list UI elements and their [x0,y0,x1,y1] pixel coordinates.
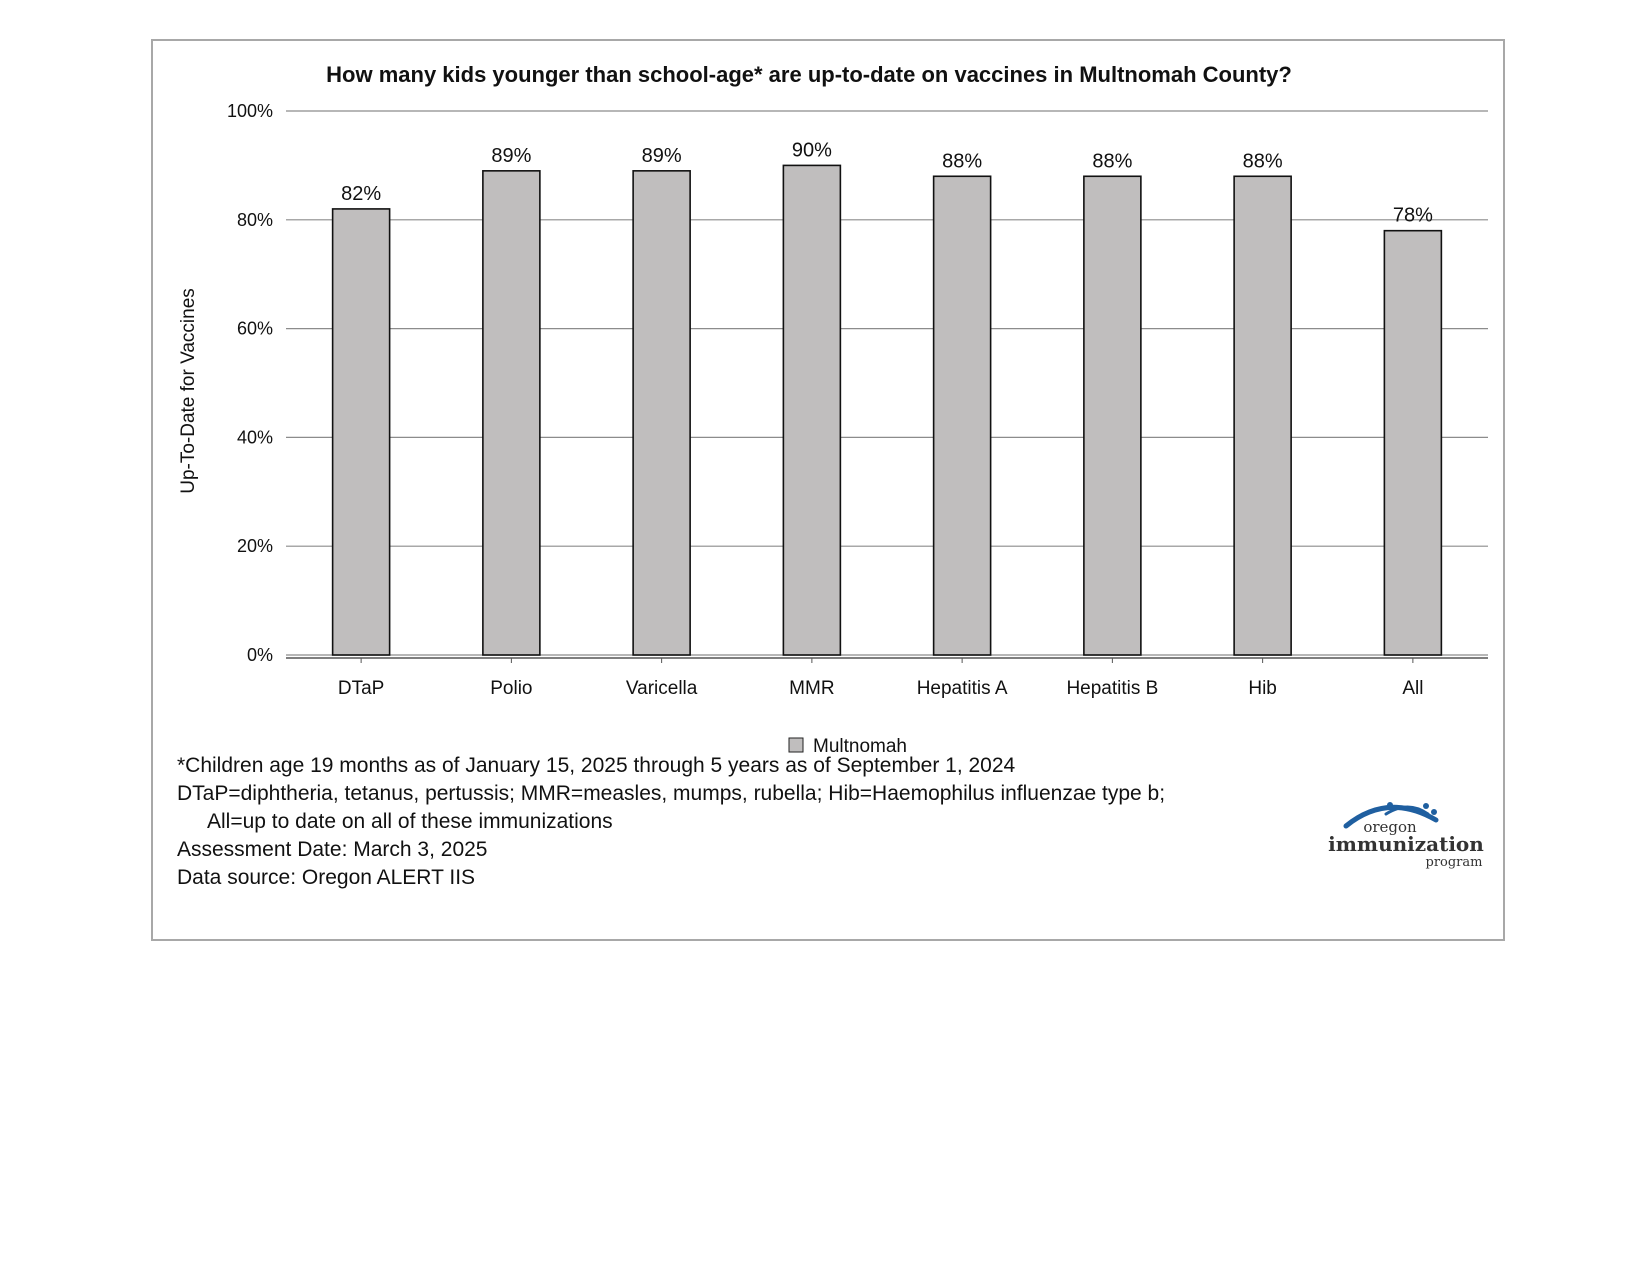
y-tick-label: 80% [237,210,273,230]
bar [331,208,391,656]
logo-text-immunization: immunization [1328,832,1484,856]
x-tick-label: Hepatitis A [917,678,1008,699]
oregon-immunization-program-logo: oregon immunization program [1328,802,1484,870]
logo-text-oregon: oregon [1363,818,1417,836]
bar [1083,175,1142,656]
x-axis: DTaP Polio Varicella MMR Hepatitis A Hepatiti… [286,657,1488,699]
chart-title: How many kids younger than school-age* a… [326,62,1292,87]
logo-figure-head [1423,803,1429,809]
data-label: 88% [1243,150,1283,172]
bars: 82% 89% 89% 90% 88% 88% 88% 78% [331,139,1443,656]
logo-figure-head [1431,809,1437,815]
bar [632,170,691,656]
y-tick-label: 20% [237,536,273,556]
bar [482,170,541,656]
legend-swatch [788,737,804,753]
legend: Multnomah [788,736,907,757]
bar [1233,175,1292,656]
y-axis-label: Up-To-Date for Vaccines [178,288,199,494]
y-tick-label: 40% [237,427,273,447]
legend-label: Multnomah [813,736,907,757]
x-tick-label: MMR [789,678,834,699]
abbreviations-line-2: All=up to date on all of these immunizat… [207,810,613,833]
y-tick-label: 100% [227,101,273,121]
assessment-date: Assessment Date: March 3, 2025 [177,838,488,861]
y-tick-labels: 0% 20% 40% 60% 80% 100% [227,101,273,665]
data-label: 89% [642,145,682,167]
x-tick-label: DTaP [338,678,384,699]
x-tick-label: Hepatitis B [1066,678,1158,699]
chart-svg: How many kids younger than school-age* a… [178,62,1488,757]
logo-text-program: program [1426,855,1483,870]
abbreviations-line-1: DTaP=diphtheria, tetanus, pertussis; MMR… [177,782,1166,805]
data-label: 90% [792,139,832,161]
bar [932,175,992,656]
y-tick-label: 60% [237,319,273,339]
data-label: 88% [942,150,982,172]
data-label: 78% [1393,205,1433,227]
x-tick-label: All [1402,678,1423,699]
x-tick-label: Varicella [626,678,698,699]
chart-frame: How many kids younger than school-age* a… [151,39,1505,941]
data-label: 88% [1092,150,1132,172]
x-tick-label: Hib [1248,678,1277,699]
bar [1383,229,1443,656]
logo-figure-head [1387,802,1393,808]
x-tick-label: Polio [490,678,532,699]
data-source: Data source: Oregon ALERT IIS [177,866,476,889]
data-label: 82% [341,183,381,205]
chart-notes: *Children age 19 months as of January 15… [177,752,1165,892]
footnote: *Children age 19 months as of January 15… [177,754,1016,777]
gridlines [286,110,1488,656]
data-label: 89% [491,145,531,167]
bar [782,164,842,656]
y-tick-label: 0% [247,645,273,665]
logo-arc-inner [1384,805,1430,816]
